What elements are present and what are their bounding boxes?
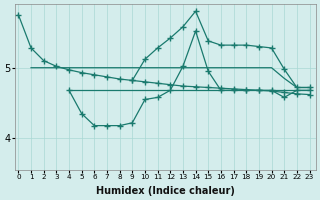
X-axis label: Humidex (Indice chaleur): Humidex (Indice chaleur) <box>96 186 235 196</box>
